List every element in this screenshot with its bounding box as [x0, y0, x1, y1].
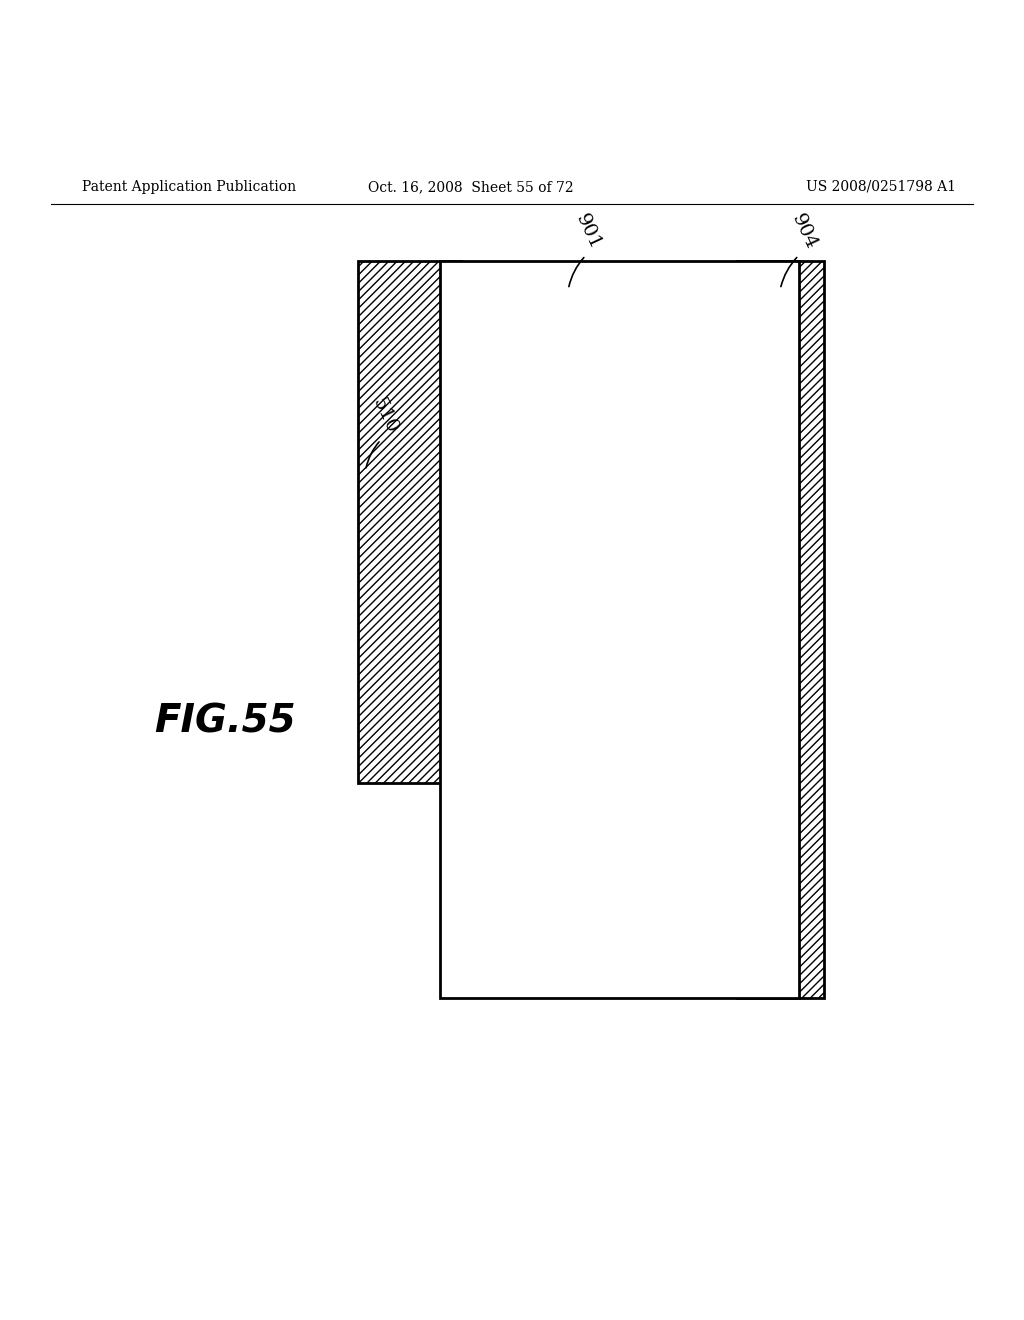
Text: FIG.55: FIG.55	[155, 702, 296, 741]
FancyBboxPatch shape	[440, 260, 799, 998]
Text: Patent Application Publication: Patent Application Publication	[82, 180, 296, 194]
FancyBboxPatch shape	[737, 260, 824, 998]
Text: 904: 904	[787, 211, 820, 252]
FancyBboxPatch shape	[358, 260, 461, 783]
Text: 901: 901	[571, 211, 604, 252]
Text: Oct. 16, 2008  Sheet 55 of 72: Oct. 16, 2008 Sheet 55 of 72	[369, 180, 573, 194]
Text: US 2008/0251798 A1: US 2008/0251798 A1	[806, 180, 955, 194]
Text: 510: 510	[369, 396, 401, 437]
